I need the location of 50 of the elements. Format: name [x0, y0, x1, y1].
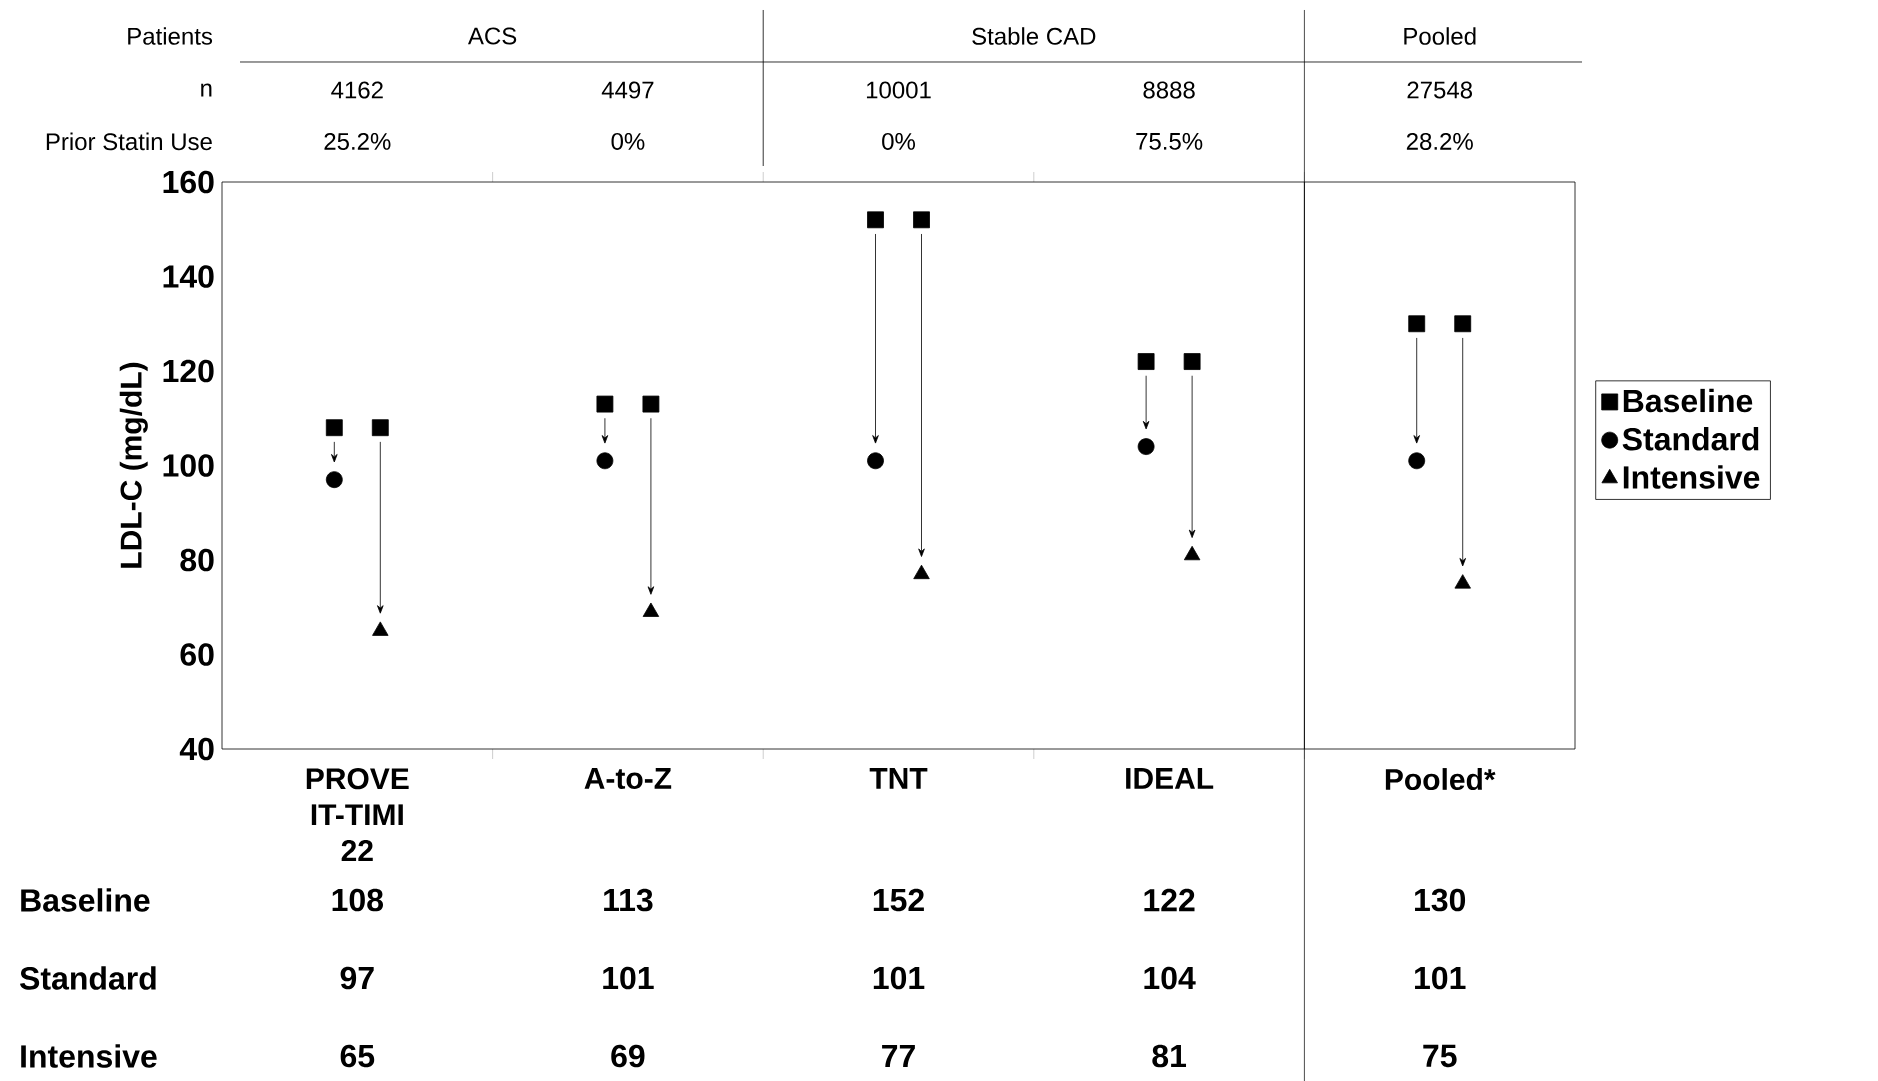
- text: 10001: [866, 81, 931, 99]
- text: Patients: [128, 27, 213, 45]
- text: Baseline: [21, 888, 150, 912]
- text: 8888: [1143, 81, 1195, 99]
- data-label: 75: [1423, 1044, 1457, 1067]
- data-label: 101: [603, 966, 654, 990]
- text: Prior Statin Use: [46, 132, 212, 151]
- y-tick-label: 160: [163, 170, 214, 194]
- text: 0%: [882, 132, 915, 150]
- x-tick-label: TNT: [869, 767, 928, 789]
- text: 0%: [611, 132, 645, 150]
- data-label: 104: [1144, 966, 1196, 990]
- data-label: 101: [873, 966, 925, 990]
- text: 25.2%: [324, 132, 391, 150]
- data-label: 81: [1152, 1044, 1187, 1068]
- y-axis-title: LDL-C (mg/dL): [119, 362, 148, 568]
- text: 4162: [331, 81, 383, 99]
- data-label: 77: [882, 1044, 915, 1067]
- data-label: 130: [1415, 888, 1466, 912]
- text: ACS: [467, 27, 517, 45]
- text: Pooled: [1404, 27, 1476, 45]
- data-label: 122: [1144, 888, 1195, 911]
- data-label: 101: [1415, 966, 1466, 990]
- data-label: 65: [340, 1044, 375, 1068]
- y-tick-label: 60: [180, 643, 214, 666]
- text: 75.5%: [1136, 132, 1203, 150]
- data-label: 113: [604, 888, 653, 912]
- text: Stable CAD: [972, 27, 1096, 45]
- y-tick-label: 120: [163, 359, 214, 383]
- legend-label: Standard: [1622, 426, 1759, 451]
- text: 27548: [1407, 81, 1473, 99]
- data-label: 97: [340, 966, 374, 990]
- text: Intensive: [21, 1044, 157, 1068]
- text: Standard: [19, 966, 156, 990]
- x-tick-label: IDEAL: [1126, 767, 1214, 789]
- y-tick-label: 100: [163, 454, 214, 477]
- y-tick-label: 40: [179, 737, 214, 761]
- text: 4497: [601, 81, 654, 99]
- legend-label: Baseline: [1623, 388, 1753, 413]
- x-tick-label: A-to-Z: [584, 767, 672, 789]
- data-label: 152: [873, 888, 924, 912]
- y-tick-label: 140: [163, 265, 214, 288]
- x-tick-label: Pooled*: [1385, 767, 1496, 790]
- text: n: [201, 83, 212, 97]
- x-tick-label: PROVE IT-TIMI 22: [306, 767, 409, 861]
- data-label: 108: [332, 888, 384, 912]
- text: 28.2%: [1406, 132, 1473, 150]
- y-tick-label: 80: [180, 548, 214, 572]
- legend-label: Intensive: [1623, 465, 1760, 489]
- data-label: 69: [611, 1044, 645, 1068]
